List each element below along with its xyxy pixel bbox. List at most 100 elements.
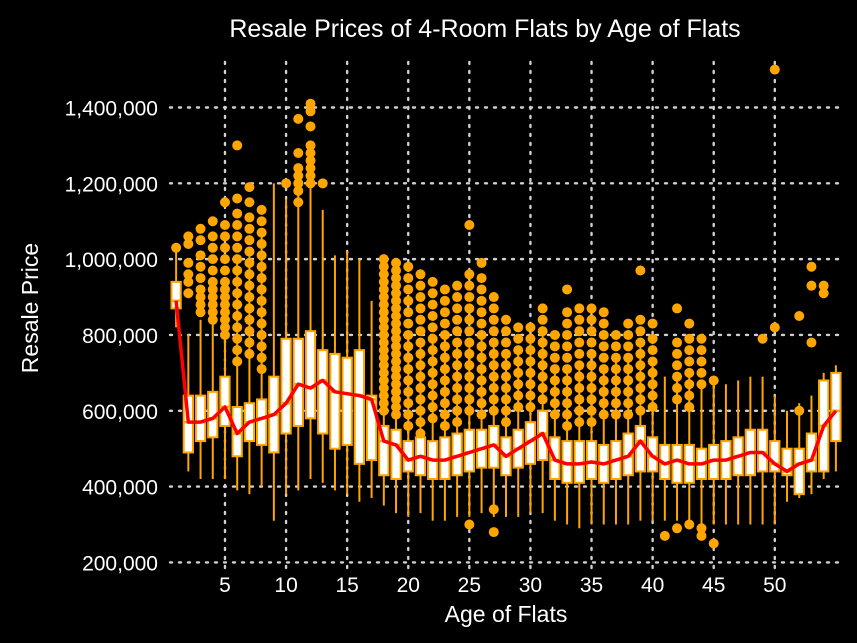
outlier-point [415,292,426,303]
outlier-point [488,337,499,348]
outlier-point [391,280,402,291]
outlier-point [403,398,414,409]
outlier-point [525,379,536,390]
outlier-point [647,318,658,329]
outlier-point [501,360,511,371]
outlier-point [537,348,548,359]
x-tick-label-35: 35 [580,574,603,597]
outlier-point [378,314,389,325]
outlier-point [378,398,389,409]
outlier-point [586,348,597,359]
outlier-point [659,530,670,541]
outliers-group [171,64,829,549]
outlier-point [623,341,634,352]
outlier-point [427,311,438,321]
outlier-point [391,409,402,420]
outlier-point [232,333,243,344]
outlier-point [427,401,438,412]
outlier-point [537,326,548,337]
outlier-point [623,352,634,363]
outlier-point [647,367,658,378]
outlier-point [635,383,646,394]
outlier-point [439,386,450,397]
outlier-point [452,371,463,382]
outlier-point [623,364,634,375]
box [378,424,390,477]
outlier-point [574,314,585,325]
outlier-point [488,314,499,325]
outlier-point [525,367,536,378]
outlier-point [562,409,573,420]
outlier-point [256,250,267,261]
outlier-point [207,254,218,265]
outlier-point [476,329,487,340]
outlier-point [647,401,658,412]
outlier-point [513,367,524,378]
outlier-point [183,257,194,268]
outlier-point [806,261,817,272]
outlier-point [488,326,499,337]
outlier-point [610,352,621,363]
outlier-point [391,356,402,367]
outlier-point [586,371,597,382]
outlier-point [219,307,230,318]
outlier-point [537,303,548,314]
outlier-point [232,356,243,367]
outlier-point [219,314,230,325]
outlier-point [696,530,707,541]
outlier-point [549,409,560,420]
outlier-point [219,276,230,287]
box [329,352,341,450]
outlier-point [525,345,536,356]
outlier-point [391,288,402,299]
outlier-point [305,98,316,109]
outlier-point [378,276,389,287]
y-tick-label-1200000: 1,200,000 [65,173,158,196]
outlier-point [427,367,438,378]
outlier-point [195,261,206,272]
outlier-point [207,292,218,303]
outlier-point [464,269,475,280]
outlier-point [610,386,621,397]
outlier-point [464,394,475,405]
y-tick-label-400000: 400,000 [82,477,158,500]
outlier-point [537,360,548,371]
outlier-point [610,375,621,386]
outlier-point [195,284,206,295]
outlier-point [623,409,634,420]
outlier-point [415,428,426,439]
outlier-point [598,364,609,375]
outlier-point [256,352,267,363]
outlier-point [232,299,243,310]
outlier-point [183,238,194,249]
outlier-point [598,375,609,386]
outlier-point [439,409,450,420]
outlier-point [696,356,707,367]
outlier-point [256,261,267,272]
outlier-point [378,345,389,356]
outlier-point [195,307,206,318]
outlier-point [586,417,597,428]
outlier-point [403,284,414,295]
outlier-point [452,292,463,303]
x-tick-label-15: 15 [335,574,358,597]
outlier-point [391,303,402,314]
outlier-point [476,398,487,409]
outlier-point [219,292,230,303]
box [219,375,231,427]
outlier-point [415,417,426,428]
x-tick-labels: 5 10 15 20 25 30 35 40 45 50 [219,574,786,597]
outlier-point [244,223,255,234]
y-tick-label-1000000: 1,000,000 [65,249,158,272]
outlier-point [244,269,255,280]
outlier-point [452,280,463,291]
outlier-point [635,314,646,325]
box [769,440,781,473]
outlier-point [305,170,316,181]
outlier-point [378,284,389,295]
outlier-point [232,311,243,321]
outlier-point [403,295,414,306]
box [585,440,598,481]
outlier-point [598,409,609,420]
outlier-point [562,364,573,375]
